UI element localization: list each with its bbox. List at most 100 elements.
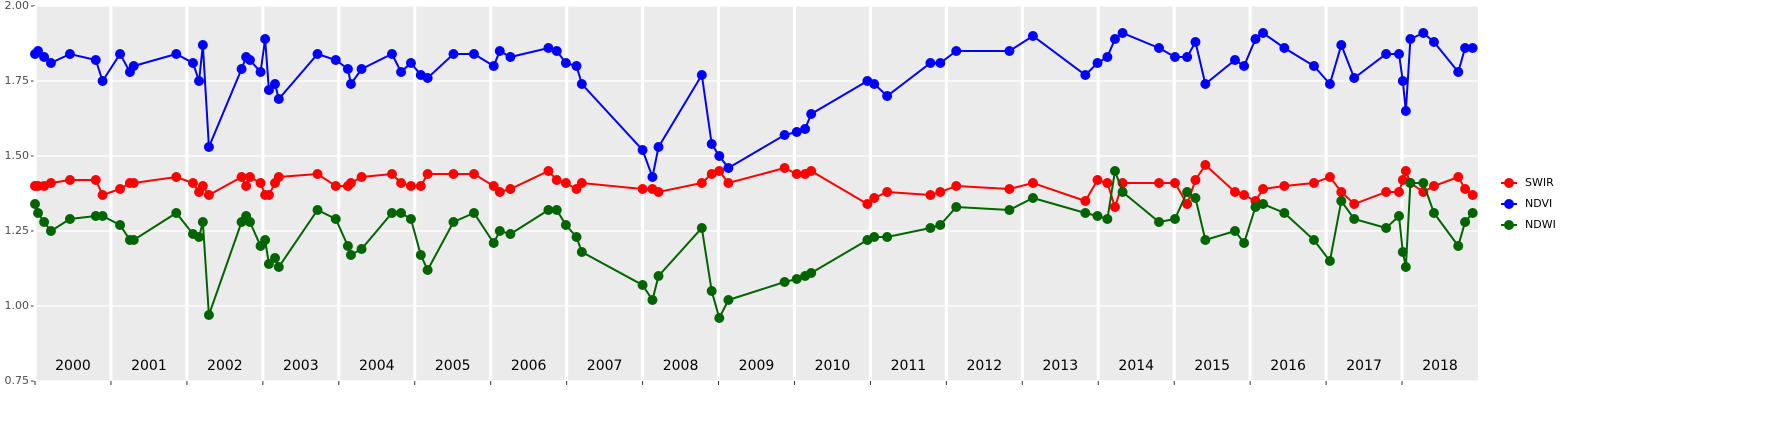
data-point [97, 211, 108, 221]
data-point [543, 43, 554, 53]
data-point [576, 178, 587, 188]
data-point [869, 193, 880, 203]
data-point [653, 142, 664, 152]
data-point [356, 244, 367, 254]
data-point [1279, 43, 1290, 53]
data-point [386, 169, 397, 179]
data-point [723, 295, 734, 305]
data-point [97, 76, 108, 86]
year-label: 2013 [1042, 358, 1078, 374]
data-point [1102, 214, 1113, 224]
data-point [723, 163, 734, 173]
data-point [386, 49, 397, 59]
data-point [576, 79, 587, 89]
data-point [1394, 49, 1405, 59]
data-point [706, 139, 717, 149]
data-point [576, 247, 587, 257]
data-point [1467, 190, 1478, 200]
year-label: 2016 [1270, 358, 1306, 374]
data-point [115, 220, 126, 230]
legend-key [1504, 220, 1514, 230]
data-point [1428, 37, 1439, 47]
data-point [97, 190, 108, 200]
data-point [1027, 178, 1038, 188]
data-point [862, 199, 873, 209]
data-point [951, 181, 962, 191]
data-point [1004, 184, 1015, 194]
data-point [935, 220, 946, 230]
data-point [263, 259, 274, 269]
data-point [653, 187, 664, 197]
data-point [494, 226, 505, 236]
year-label: 2007 [587, 358, 623, 374]
data-point [1004, 205, 1015, 215]
data-point [1336, 40, 1347, 50]
data-point [236, 172, 247, 182]
year-label: 2010 [815, 358, 851, 374]
data-point [273, 262, 284, 272]
data-point [1405, 178, 1416, 188]
data-point [468, 208, 479, 218]
data-point [1154, 217, 1165, 227]
data-point [1027, 31, 1038, 41]
data-point [1428, 208, 1439, 218]
data-point [1381, 187, 1392, 197]
year-label: 2018 [1422, 358, 1458, 374]
data-point [90, 175, 101, 185]
data-point [197, 181, 208, 191]
data-point [171, 172, 182, 182]
data-point [356, 64, 367, 74]
data-point [1453, 67, 1464, 77]
data-point [637, 184, 648, 194]
year-label: 2017 [1346, 358, 1382, 374]
data-point [806, 166, 817, 176]
y-tick-label: 0.75 [5, 374, 30, 387]
data-point [269, 253, 280, 263]
data-point [1004, 46, 1015, 56]
data-point [1154, 43, 1165, 53]
data-point [714, 151, 725, 161]
data-point [468, 169, 479, 179]
data-point [255, 67, 266, 77]
data-point [800, 124, 811, 134]
data-point [869, 79, 880, 89]
data-point [241, 181, 252, 191]
data-point [115, 49, 126, 59]
data-point [1080, 196, 1091, 206]
data-point [1258, 184, 1269, 194]
year-label: 2002 [207, 358, 243, 374]
data-point [64, 175, 75, 185]
data-point [696, 70, 707, 80]
data-point [1397, 175, 1408, 185]
data-point [330, 214, 341, 224]
data-point [791, 169, 802, 179]
data-point [505, 52, 516, 62]
data-point [356, 172, 367, 182]
data-point [560, 178, 571, 188]
year-label: 2015 [1194, 358, 1230, 374]
data-point [45, 58, 56, 68]
data-point [1080, 208, 1091, 218]
legend-label: SWIR [1525, 176, 1554, 189]
data-point [1102, 52, 1113, 62]
data-point [330, 55, 341, 65]
data-point [422, 265, 433, 275]
data-point [696, 178, 707, 188]
data-point [1239, 190, 1250, 200]
data-point [1394, 211, 1405, 221]
data-point [882, 187, 893, 197]
data-point [1394, 187, 1405, 197]
data-point [1279, 208, 1290, 218]
data-point [494, 187, 505, 197]
year-label: 2004 [359, 358, 395, 374]
data-point [197, 40, 208, 50]
data-point [560, 220, 571, 230]
data-point [244, 55, 255, 65]
data-point [448, 217, 459, 227]
data-point [396, 67, 407, 77]
data-point [273, 172, 284, 182]
data-point [422, 73, 433, 83]
data-point [925, 190, 936, 200]
data-point [1349, 214, 1360, 224]
data-point [203, 190, 214, 200]
